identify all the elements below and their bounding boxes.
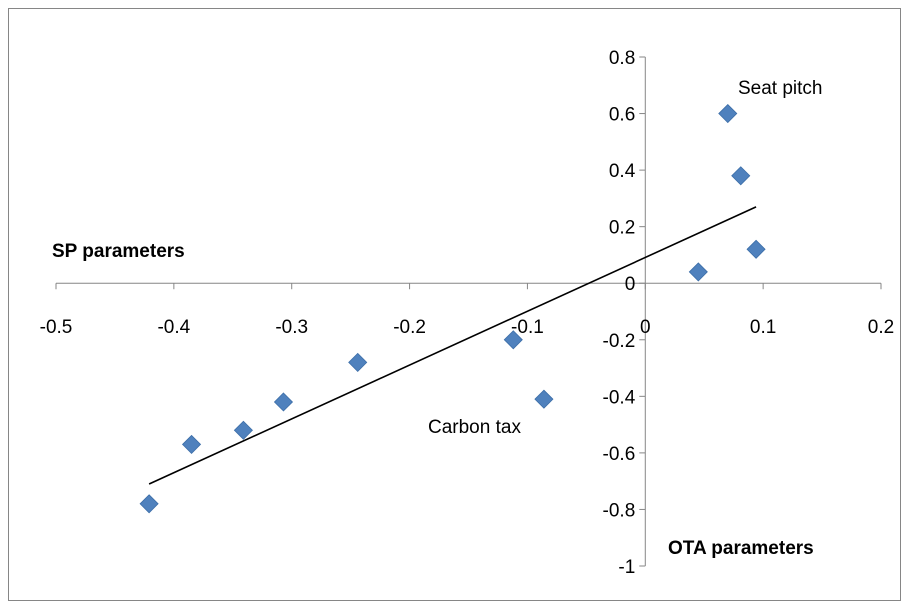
data-point — [718, 103, 738, 124]
data-point — [746, 239, 766, 259]
data-point — [731, 166, 751, 186]
y-tick-label: -0.4 — [603, 387, 636, 408]
data-point — [181, 434, 202, 454]
data-point — [534, 389, 554, 409]
y-tick-label: 0.8 — [609, 48, 635, 69]
x-tick-label: -0.5 — [40, 317, 73, 338]
x-tick-label: 0.1 — [750, 317, 776, 338]
y-tick-label: 0.6 — [609, 105, 635, 126]
y-axis-title: SP parameters — [52, 241, 185, 262]
data-point — [348, 352, 368, 372]
trendline-layer — [148, 206, 757, 485]
annotation-seat-pitch: Seat pitch — [738, 78, 823, 99]
y-tick-label: -0.2 — [603, 331, 636, 352]
data-point — [233, 420, 253, 440]
data-point — [503, 330, 523, 350]
x-tick-label: -0.1 — [511, 317, 544, 338]
y-tick-label: 0.4 — [609, 161, 636, 182]
linear-trendline — [148, 206, 757, 485]
x-tick-label: -0.3 — [275, 317, 308, 338]
tick-labels: -0.5 -0.4 -0.3 -0.2 -0.1 0 0.1 0.2 0.8 0.6 0.4 0.2 0… — [40, 48, 895, 578]
y-tick-label: 0 — [625, 274, 636, 295]
annotation-carbon-tax: Carbon tax — [428, 417, 521, 438]
data-point — [688, 262, 708, 282]
axes — [55, 56, 882, 567]
x-axis-title: OTA parameters — [668, 538, 814, 559]
data-point — [273, 392, 294, 412]
x-tick-label: -0.4 — [157, 317, 190, 338]
data-point — [139, 494, 159, 514]
x-tick-label: 0 — [640, 317, 651, 338]
y-tick-label: -0.8 — [603, 500, 636, 521]
x-tick-label: -0.2 — [393, 317, 426, 338]
x-tick-label: 0.2 — [868, 317, 894, 338]
y-tick-label: -0.6 — [603, 444, 636, 465]
y-tick-label: -1 — [618, 557, 635, 578]
data-points — [139, 103, 766, 514]
y-tick-label: 0.2 — [609, 218, 635, 239]
